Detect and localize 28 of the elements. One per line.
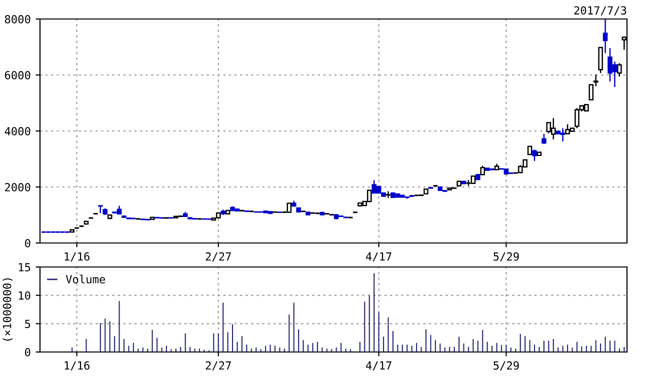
y-tick-label: 4000: [4, 127, 30, 136]
y-tick-label: 2000: [5, 183, 30, 192]
x-tick-label: 5/29: [494, 252, 519, 262]
x-tick-label: 1/16: [64, 361, 90, 371]
x-tick-label: 4/17: [366, 361, 392, 371]
x-tick-label: 5/29: [494, 361, 519, 371]
legend-label: Volume: [66, 274, 106, 284]
x-tick-label: 4/17: [366, 252, 392, 262]
candlestick: [386, 190, 391, 199]
y-tick-label: 5: [25, 320, 30, 328]
x-tick-label: 1/16: [64, 252, 90, 262]
x-tick-label: 2/27: [206, 252, 231, 262]
candlestick: [550, 117, 556, 140]
candlestick: [542, 133, 546, 145]
y-tick-label: 6000: [4, 71, 30, 80]
y-tick-label: 10: [18, 291, 30, 300]
y-tick-label: 0: [25, 239, 30, 248]
y-tick-label: 15: [18, 263, 30, 272]
y-tick-label: 0: [25, 348, 30, 356]
candlestick: [480, 165, 486, 176]
candlestick: [602, 19, 608, 54]
x-tick-label: 2/27: [206, 361, 231, 371]
y-tick-label: 8000: [4, 15, 30, 24]
candlestick: [617, 62, 622, 78]
y-axis-title: (×1000000): [2, 278, 13, 341]
candlestick: [532, 148, 537, 162]
candlestick: [598, 46, 603, 74]
chart-subtitle: 2017/7/3: [574, 6, 626, 16]
